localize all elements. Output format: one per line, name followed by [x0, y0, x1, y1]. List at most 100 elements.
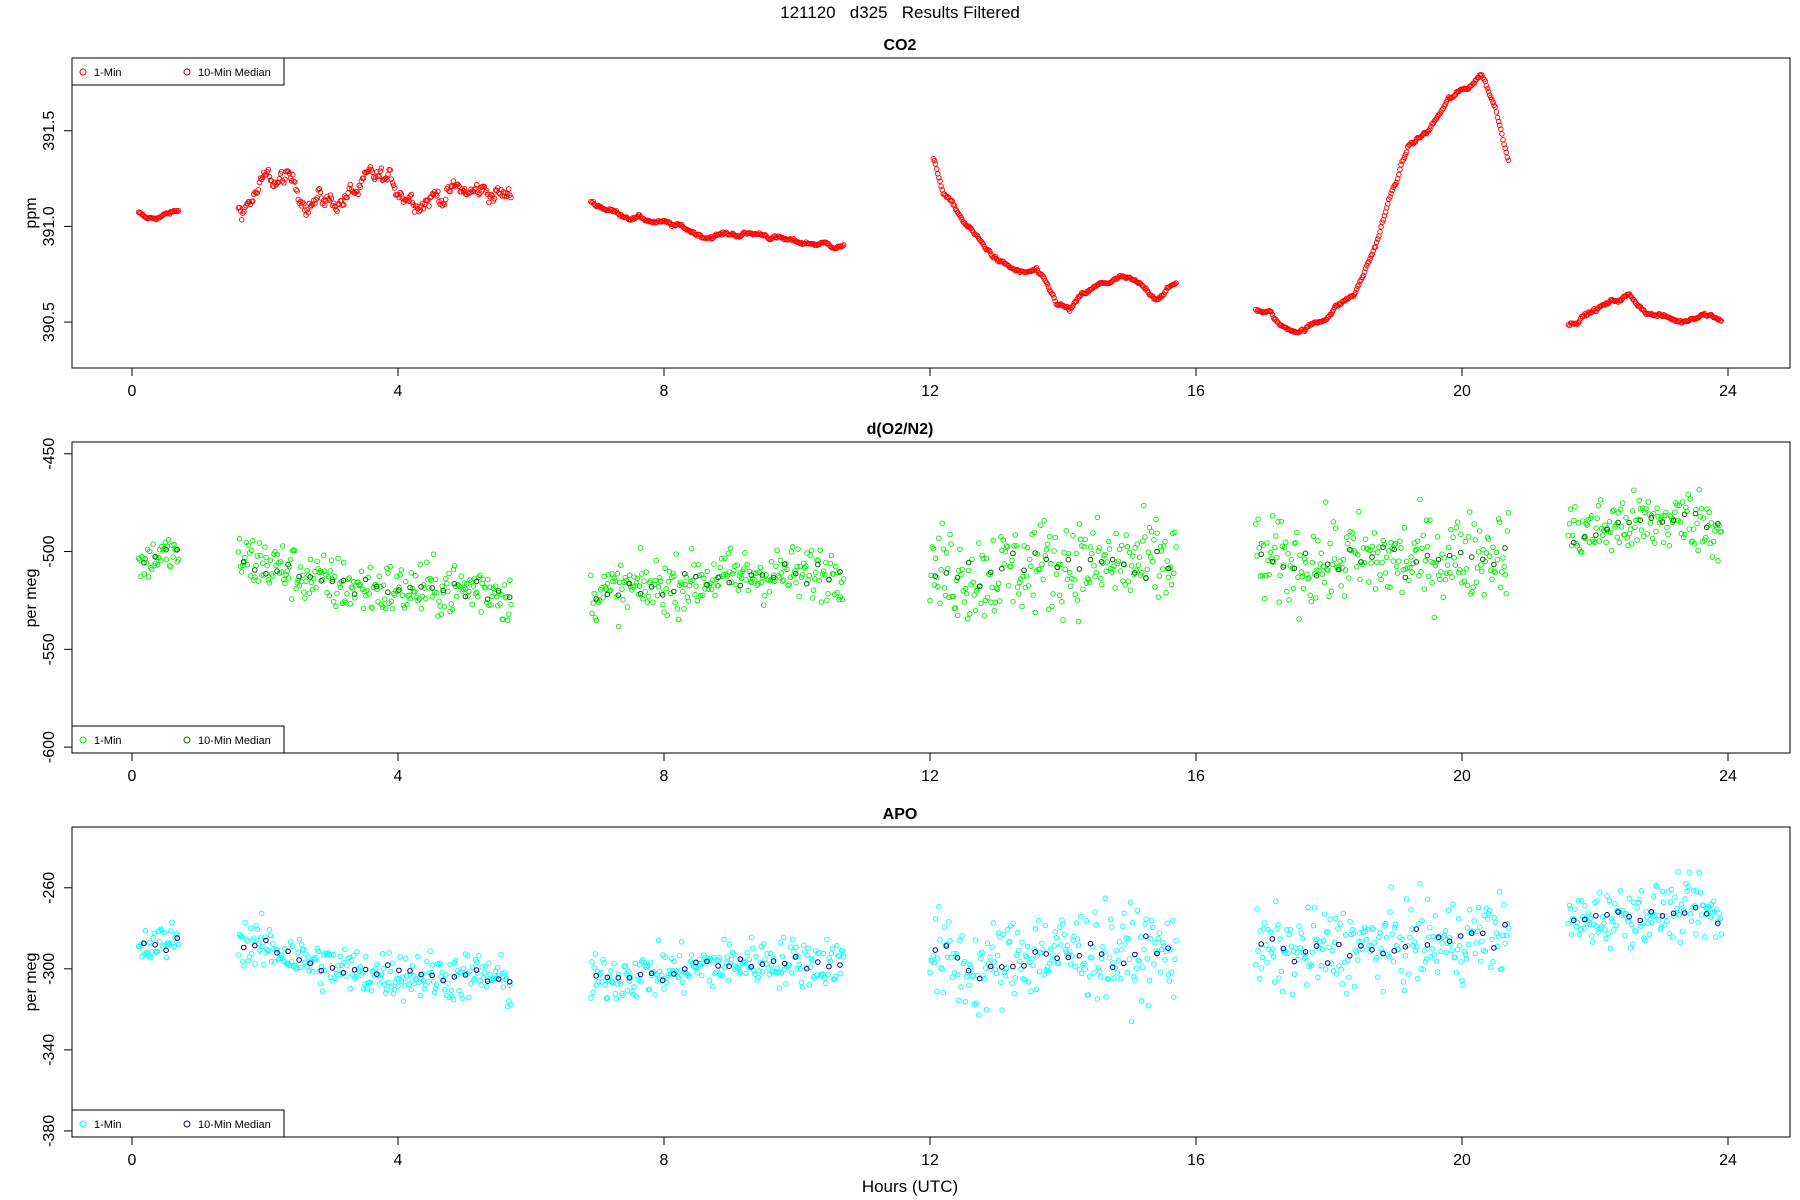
data-point-1min	[1383, 934, 1390, 941]
data-point-10min-median	[1413, 559, 1420, 565]
data-point-1min	[821, 975, 828, 981]
data-point-10min-median	[1435, 934, 1442, 941]
data-point-1min	[1695, 919, 1701, 926]
data-point-1min	[1581, 312, 1587, 319]
data-point-1min	[1325, 928, 1331, 935]
data-point-10min-median	[1648, 909, 1655, 915]
data-point-1min	[700, 592, 706, 598]
data-point-10min-median	[1715, 920, 1721, 927]
data-point-1min	[1072, 591, 1078, 597]
data-point-1min	[238, 933, 245, 940]
data-point-1min	[1050, 591, 1056, 597]
data-point-1min	[1500, 555, 1506, 561]
data-point-1min	[1602, 927, 1608, 933]
data-point-1min	[743, 576, 749, 583]
data-point-1min	[1502, 571, 1508, 578]
data-point-1min	[1398, 967, 1404, 974]
data-point-1min	[383, 990, 389, 996]
data-point-1min	[466, 588, 472, 595]
data-point-1min	[1375, 549, 1381, 555]
data-point-1min	[1389, 187, 1395, 194]
data-point-1min	[773, 968, 779, 975]
data-point-1min	[1492, 569, 1498, 576]
data-point-1min	[741, 566, 747, 572]
data-point-1min	[296, 583, 303, 589]
data-point-1min	[148, 954, 154, 961]
data-point-1min	[472, 185, 479, 191]
data-point-1min	[1340, 557, 1347, 563]
data-point-1min	[1401, 154, 1408, 161]
data-point-1min	[1160, 566, 1166, 572]
data-point-1min	[686, 973, 693, 980]
data-point-1min	[1565, 920, 1572, 927]
data-point-10min-median	[351, 967, 358, 973]
data-point-1min	[1012, 532, 1019, 538]
data-point-1min	[1367, 256, 1373, 262]
data-point-10min-median	[462, 593, 469, 600]
data-point-1min	[1127, 587, 1134, 593]
data-point-1min	[1286, 597, 1292, 603]
data-point-1min	[1267, 549, 1274, 556]
data-point-1min	[1003, 965, 1010, 972]
data-point-1min	[469, 964, 476, 971]
data-point-1min	[1289, 565, 1296, 571]
data-point-1min	[1594, 515, 1600, 522]
data-point-1min	[1256, 975, 1262, 982]
data-point-1min	[1340, 910, 1347, 916]
data-point-1min	[1659, 888, 1666, 895]
data-point-1min	[609, 571, 615, 577]
data-point-10min-median	[604, 974, 611, 981]
data-point-1min	[634, 575, 641, 582]
data-point-1min	[398, 567, 405, 573]
data-point-1min	[348, 957, 355, 964]
data-point-1min	[1674, 502, 1680, 508]
data-point-10min-median	[495, 976, 502, 982]
data-point-1min	[1021, 976, 1027, 983]
data-point-1min	[1429, 945, 1435, 952]
data-point-10min-median	[174, 935, 180, 941]
y-tick-label: -550	[41, 633, 58, 665]
data-point-1min	[434, 982, 440, 988]
data-point-1min	[1648, 919, 1655, 926]
data-point-10min-median	[1120, 561, 1127, 568]
x-tick-label: 12	[921, 1152, 939, 1169]
data-point-1min	[1277, 572, 1283, 579]
data-point-1min	[1684, 888, 1690, 895]
data-point-1min	[460, 586, 467, 593]
data-point-1min	[332, 573, 338, 580]
data-point-1min	[932, 161, 939, 167]
data-point-1min	[367, 564, 374, 571]
data-point-1min	[265, 577, 272, 583]
data-point-1min	[1112, 585, 1118, 591]
data-point-1min	[1371, 530, 1378, 536]
data-point-1min	[1391, 924, 1398, 931]
data-point-1min	[1116, 939, 1123, 945]
data-point-1min	[1431, 952, 1438, 958]
data-point-1min	[999, 1007, 1005, 1013]
data-point-1min	[1253, 521, 1259, 527]
data-point-1min	[1494, 556, 1501, 563]
data-point-1min	[1156, 930, 1163, 936]
data-point-1min	[1023, 573, 1030, 579]
data-point-1min	[242, 919, 248, 926]
data-point-1min	[1350, 535, 1357, 541]
data-point-1min	[1013, 952, 1020, 958]
data-point-1min	[1575, 520, 1582, 526]
data-point-1min	[1490, 544, 1496, 550]
data-point-1min	[435, 188, 441, 195]
data-point-1min	[1298, 569, 1305, 575]
data-point-1min	[488, 602, 494, 608]
data-point-1min	[143, 560, 150, 566]
data-point-1min	[831, 976, 838, 983]
data-point-1min	[277, 955, 284, 961]
data-point-1min	[1706, 509, 1712, 516]
data-point-1min	[1660, 539, 1667, 546]
data-point-1min	[252, 574, 258, 581]
data-point-1min	[947, 937, 953, 944]
data-point-1min	[595, 979, 602, 985]
data-point-1min	[1124, 544, 1131, 550]
data-point-1min	[1590, 939, 1596, 945]
data-point-1min	[1350, 930, 1357, 937]
data-point-1min	[970, 972, 976, 979]
data-point-10min-median	[307, 960, 314, 967]
